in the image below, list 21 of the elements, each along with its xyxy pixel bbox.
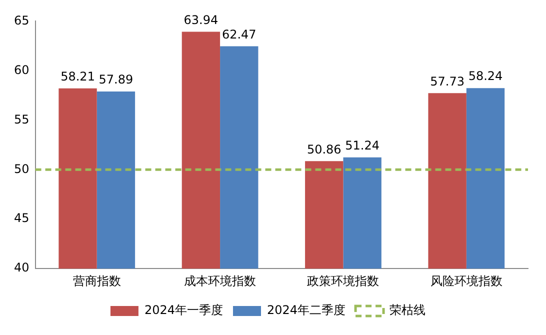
x-tick-label: 政策环境指数 [307, 274, 380, 288]
data-label: 50.86 [306, 142, 342, 156]
data-label: 57.89 [98, 72, 134, 87]
data-label: 63.94 [184, 12, 218, 27]
legend-label: 荣枯线 [390, 303, 426, 318]
data-label: 58.21 [60, 70, 95, 84]
x-tick-label: 成本环境指数 [184, 274, 256, 288]
x-tick-label: 风险环境指数 [430, 274, 502, 288]
y-tick-label: 40 [14, 260, 30, 275]
y-tick-label: 65 [14, 13, 30, 28]
y-tick-label: 55 [14, 112, 30, 126]
legend-label: 2024年二季度 [267, 303, 346, 318]
legend-label: 2024年一季度 [144, 303, 224, 318]
data-label: 51.24 [345, 138, 380, 152]
data-label: 58.24 [468, 69, 503, 84]
y-tick-label: 50 [14, 162, 30, 176]
y-tick-label: 60 [14, 62, 30, 77]
data-label: 57.73 [430, 74, 464, 88]
y-tick-label: 45 [14, 211, 30, 226]
x-tick-label: 营商指数 [72, 274, 121, 288]
data-label: 62.47 [222, 27, 256, 42]
